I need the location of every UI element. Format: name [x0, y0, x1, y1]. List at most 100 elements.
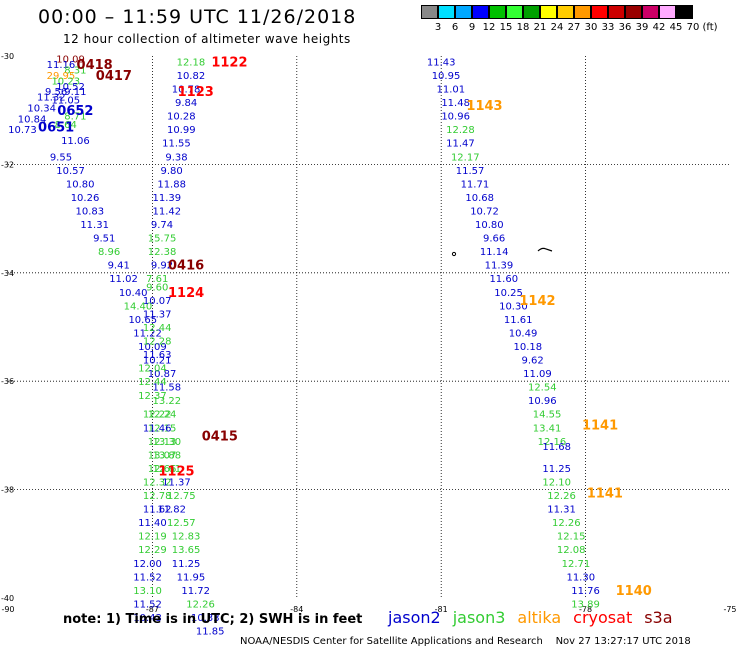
wave-height-value: 11.82: [157, 505, 186, 516]
wave-height-value: 11.32: [37, 93, 66, 104]
color-scale-swatch: [506, 5, 523, 19]
pass-time-label: 0415: [202, 429, 238, 444]
wave-height-value: 29.95: [47, 71, 76, 82]
wave-height-value: 11.42: [153, 206, 182, 217]
wave-height-value: 10.82: [177, 71, 206, 82]
color-scale-swatch: [438, 5, 455, 19]
wave-height-value: 11.30: [566, 572, 595, 583]
wave-height-value: 13.89: [571, 599, 600, 610]
wave-height-value: 12.10: [542, 477, 571, 488]
wave-height-value: 9.56: [45, 87, 67, 98]
wave-height-value: 12.44: [138, 377, 167, 388]
legend-item-s3a: s3a: [644, 608, 673, 627]
color-scale-swatch: [540, 5, 557, 19]
wave-height-value: 10.95: [432, 71, 461, 82]
wave-height-value: 10.72: [470, 206, 499, 217]
wave-height-value: 11.39: [485, 261, 514, 272]
color-scale-label: 15: [499, 22, 513, 33]
wave-height-value: 15.75: [148, 234, 177, 245]
wave-height-value: 13.65: [172, 545, 201, 556]
wave-height-value: 11.57: [456, 166, 485, 177]
wave-height-values: 10.0911.168.3129.9510.2310.529.569.1111.…: [8, 55, 600, 638]
wave-height-value: 11.88: [157, 179, 186, 190]
wave-height-value: 11.58: [153, 383, 182, 394]
wave-height-value: 10.83: [76, 206, 105, 217]
wave-height-value: 11.68: [542, 442, 571, 453]
wave-height-value: 10.57: [56, 166, 85, 177]
wave-height-value: 10.87: [148, 369, 177, 380]
wave-height-value: 12.32: [143, 477, 172, 488]
wave-height-value: 12.26: [552, 518, 581, 529]
wave-height-value: 9.62: [522, 356, 544, 367]
color-scale-label: 42: [652, 22, 666, 33]
credit-line: NOAA/NESDIS Center for Satellite Applica…: [240, 636, 691, 647]
latitude-label: -38: [1, 486, 14, 495]
wave-height-value: 11.76: [571, 586, 600, 597]
longitude-label: -78: [579, 605, 592, 614]
wave-height-value: 10.23: [51, 76, 80, 87]
wave-height-value: 10.84: [18, 114, 47, 125]
color-scale-label: 6: [451, 22, 459, 33]
wave-height-value: 11.46: [143, 423, 172, 434]
wave-height-value: 11.63: [143, 350, 172, 361]
color-scale-label: 39: [635, 22, 649, 33]
wave-height-value: 14.40: [124, 301, 153, 312]
color-scale-swatch: [659, 5, 676, 19]
wave-height-value: 11.31: [80, 220, 109, 231]
wave-height-value: 9.92: [151, 261, 173, 272]
legend-item-jason2: jason2: [388, 608, 441, 627]
color-scale-label: 36: [618, 22, 632, 33]
wave-height-value: 10.34: [27, 103, 56, 114]
color-scale-swatch: [608, 5, 625, 19]
pass-time-label: 0652: [57, 104, 93, 119]
wave-height-value: 10.18: [514, 342, 543, 353]
wave-height-value: 10.96: [441, 112, 470, 123]
wave-height-value: 14.55: [533, 410, 562, 421]
wave-height-value: 13.07: [148, 450, 177, 461]
wave-height-value: 11.71: [461, 179, 490, 190]
wave-height-value: 12.28: [446, 125, 475, 136]
color-scale-label: 18: [516, 22, 530, 33]
footnote: note: 1) Time is in UTC; 2) SWH is in fe…: [63, 612, 363, 627]
color-scale-swatch: [625, 5, 642, 19]
wave-height-value: 11.37: [162, 477, 191, 488]
latitude-label: -34: [1, 269, 14, 278]
wave-height-value: 11.37: [143, 309, 172, 320]
wave-height-value: 10.80: [66, 179, 95, 190]
wave-height-value: 12.15: [557, 532, 586, 543]
wave-height-value: 12.22: [143, 410, 172, 421]
wave-height-value: 10.30: [499, 301, 528, 312]
wave-height-value: 11.39: [153, 193, 182, 204]
wave-height-value: 12.78: [143, 491, 172, 502]
pass-time-label: 1142: [519, 294, 555, 309]
map-grid: [8, 56, 730, 598]
wave-height-value: 9.60: [146, 282, 168, 293]
pass-time-label: 1141: [587, 486, 623, 501]
wave-height-value: 9.80: [161, 166, 183, 177]
satellite-legend: jason2 jason3 altika cryosat s3a: [388, 608, 685, 627]
wave-height-value: 12.44: [143, 323, 172, 334]
wave-height-value: 12.13: [148, 437, 177, 448]
wave-height-value: 12.71: [562, 559, 591, 570]
wave-height-value: 9.55: [50, 152, 72, 163]
wave-height-value: 12.04: [138, 364, 167, 375]
wave-height-value: 11.43: [427, 57, 456, 68]
wave-height-value: 10.21: [143, 356, 172, 367]
wave-height-value: 12.38: [148, 247, 177, 258]
color-scale-label: 30: [584, 22, 598, 33]
wave-height-value: 11.60: [489, 274, 518, 285]
wave-height-value: 10.43: [133, 613, 162, 624]
wave-height-value: 12.28: [143, 337, 172, 348]
wave-height-value: 11.62: [143, 505, 172, 516]
wave-height-value: 10.99: [167, 125, 196, 136]
wave-height-value: 12.16: [538, 437, 567, 448]
legend-item-jason3: jason3: [452, 608, 506, 627]
color-scale-label: 27: [567, 22, 581, 33]
color-scale-label: (ft): [702, 22, 718, 33]
color-scale-swatch: [591, 5, 608, 19]
wave-height-value: 10.65: [128, 315, 157, 326]
wave-height-value: 11.25: [542, 464, 571, 475]
wave-height-value: 8.31: [64, 66, 86, 77]
longitude-label: -75: [723, 605, 736, 614]
